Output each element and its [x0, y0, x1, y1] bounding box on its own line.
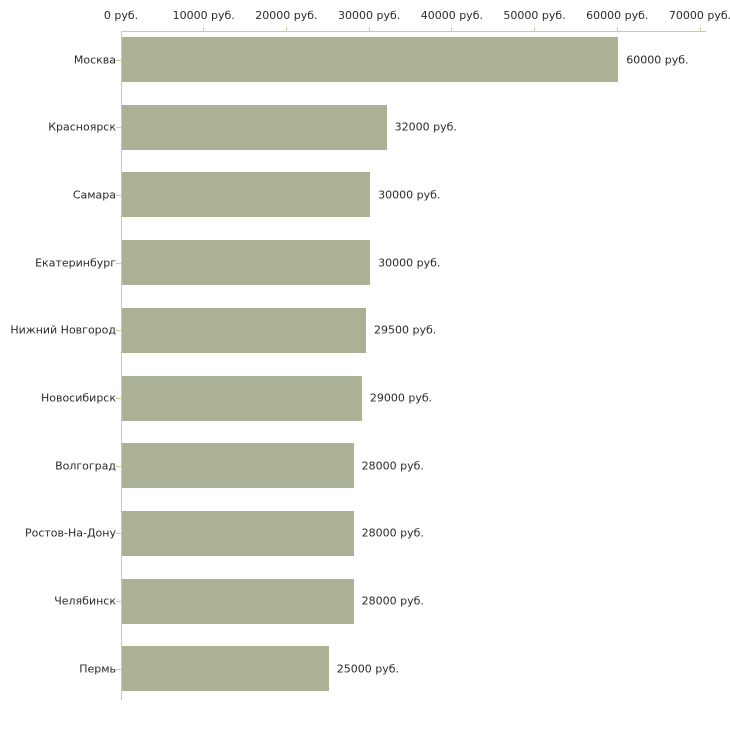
category-label: Нижний Новгород [10, 323, 116, 337]
category-axis-tick [116, 668, 121, 670]
category-axis-tick [116, 398, 121, 399]
bar-Пермь [122, 646, 329, 692]
category-label: Пермь [79, 662, 116, 676]
category-axis-tick [116, 601, 121, 603]
bar-Екатеринбург [122, 240, 371, 286]
category-label: Москва [73, 53, 116, 66]
category-label: Красноярск [48, 120, 116, 134]
value-label: 28000 руб. [361, 594, 424, 608]
value-label: 32000 руб. [394, 120, 457, 134]
category-label: Ростов-На-Дону [24, 526, 116, 540]
bar-Челябинск [122, 578, 354, 624]
category-axis-tick [116, 194, 121, 196]
value-label: 30000 руб. [378, 256, 441, 270]
category-label: Самара [72, 188, 116, 202]
x-axis-tick [451, 27, 453, 32]
value-label: 60000 руб. [626, 53, 689, 66]
bar-Новосибирск [122, 375, 362, 421]
x-axis-line [121, 31, 706, 32]
bar-Нижний Новгород [122, 307, 366, 353]
x-axis-tick [203, 27, 205, 32]
x-axis-tick [534, 27, 536, 32]
value-label: 30000 руб. [378, 188, 441, 202]
category-axis-tick [116, 127, 121, 129]
value-label: 28000 руб. [361, 526, 424, 540]
x-axis-tick-label: 40000 руб. [420, 9, 483, 22]
bar-Москва [122, 37, 619, 82]
x-axis-tick-label: 10000 руб. [172, 9, 235, 22]
x-axis-tick [368, 27, 370, 32]
x-axis-tick-label: 50000 руб. [503, 9, 566, 22]
value-label: 29500 руб. [374, 323, 437, 337]
x-axis-tick [699, 27, 701, 32]
category-axis-tick [116, 59, 121, 61]
x-axis-tick-label: 70000 руб. [668, 9, 730, 22]
x-axis-tick-label: 60000 руб. [586, 9, 649, 22]
category-label: Новосибирск [40, 391, 116, 405]
bar-Красноярск [122, 104, 387, 150]
category-axis-tick [116, 465, 121, 467]
x-axis-tick-label: 0 руб. [103, 9, 139, 22]
category-axis-tick [116, 533, 121, 535]
x-axis-tick [285, 27, 287, 32]
category-label: Челябинск [54, 594, 116, 608]
value-label: 28000 руб. [361, 459, 424, 473]
x-axis-tick-label: 30000 руб. [338, 9, 401, 22]
x-axis-tick [616, 27, 618, 32]
category-label: Волгоград [55, 459, 116, 473]
y-axis-line [121, 31, 122, 700]
bar-Волгоград [122, 443, 354, 489]
value-label: 25000 руб. [336, 662, 400, 676]
category-axis-tick [116, 330, 121, 332]
bar-Ростов-На-Дону [122, 510, 354, 556]
category-label: Екатеринбург [35, 256, 116, 270]
category-axis-tick [116, 262, 121, 264]
x-axis-tick-label: 20000 руб. [255, 9, 318, 22]
value-label: 29000 руб. [369, 391, 433, 405]
bar-Самара [122, 172, 371, 218]
